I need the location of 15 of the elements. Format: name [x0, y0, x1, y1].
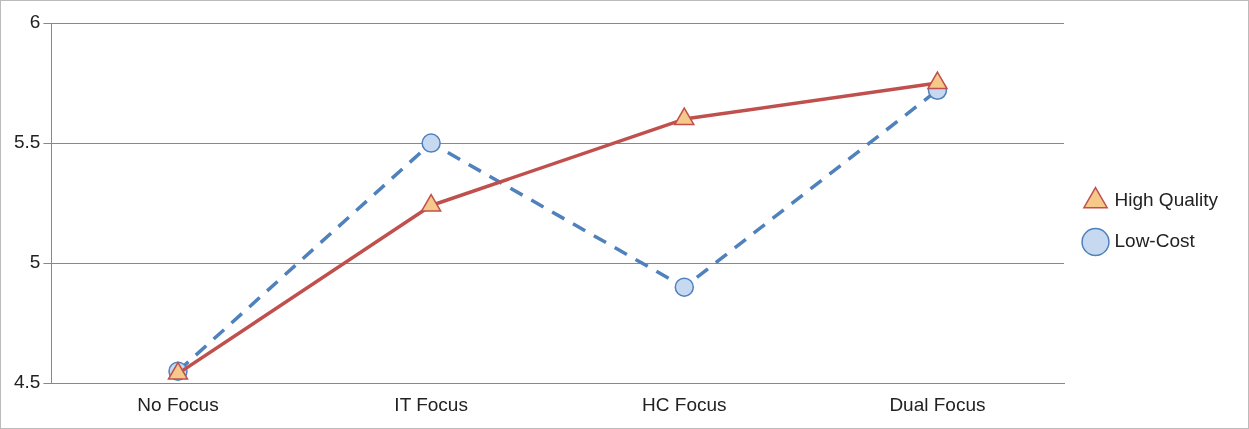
- legend-label: High Quality: [1114, 189, 1219, 211]
- y-tick-label: 5.5: [13, 131, 41, 153]
- x-tick-label: Dual Focus: [889, 393, 986, 415]
- point: [421, 133, 441, 153]
- x-tick-label: No Focus: [137, 393, 219, 415]
- x-tick-label: IT Focus: [394, 393, 468, 415]
- point: [927, 71, 948, 90]
- point: [674, 107, 695, 126]
- point: [674, 277, 695, 297]
- legend-label: Low-Cost: [1114, 230, 1196, 252]
- point: [420, 193, 442, 212]
- x-tick-label: HC Focus: [642, 393, 727, 415]
- y-tick-label: 6: [29, 11, 41, 33]
- y-tick-label: 5: [29, 251, 41, 273]
- y-tick-label: 4.5: [13, 371, 41, 393]
